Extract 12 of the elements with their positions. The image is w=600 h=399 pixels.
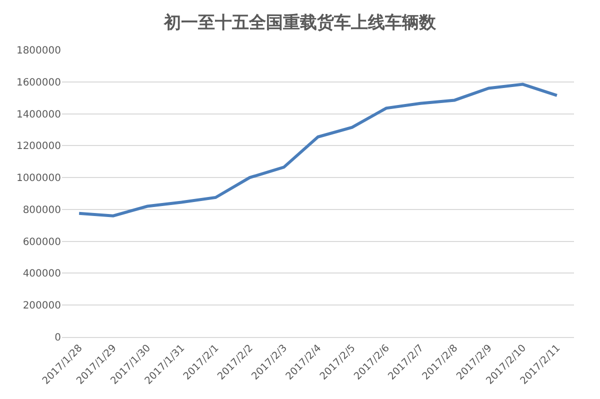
y-tick-label: 1000000 — [16, 173, 61, 184]
y-tick-label: 600000 — [22, 236, 61, 248]
y-tick-label: 200000 — [22, 300, 61, 312]
y-tick-label: 1200000 — [16, 141, 61, 152]
chart-title: 初一至十五全国重载货车上线车辆数 — [163, 12, 437, 33]
y-tick-label: 800000 — [22, 204, 61, 216]
y-tick-label: 1600000 — [16, 77, 61, 88]
y-tick-label: 0 — [54, 332, 61, 344]
y-tick-label: 1800000 — [16, 46, 61, 56]
y-tick-label: 1400000 — [16, 109, 61, 120]
y-tick-label: 400000 — [22, 268, 61, 280]
line-series — [78, 82, 558, 218]
